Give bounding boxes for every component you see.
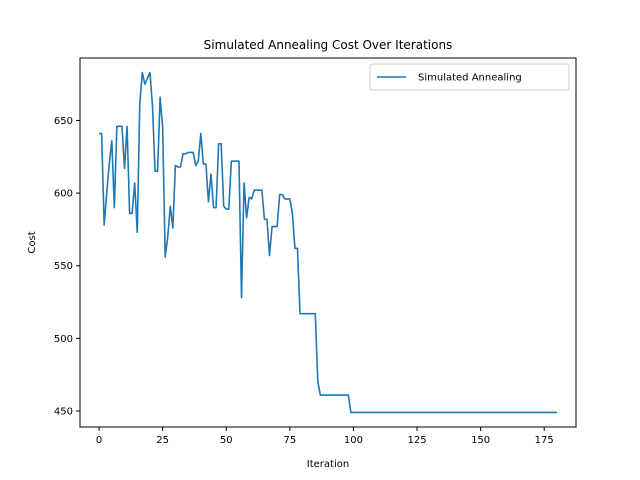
axis-ticks: 0 25 50 75 100 125 150 175 450 500 550 600 650 [54, 116, 554, 446]
legend: Simulated Annealing [369, 63, 570, 91]
legend-entry-label: Simulated Annealing [418, 73, 522, 84]
plot-area [99, 71, 557, 414]
y-tick-label: 450 [54, 407, 73, 418]
x-tick-label: 150 [471, 435, 490, 446]
y-tick-label: 550 [54, 261, 73, 272]
series-line-0 [99, 71, 557, 414]
x-tick-label: 0 [96, 435, 102, 446]
y-tick-label: 600 [54, 189, 73, 200]
legend-box [369, 63, 570, 91]
x-tick-label: 125 [407, 435, 426, 446]
x-tick-label: 175 [535, 435, 554, 446]
x-tick-label: 50 [220, 435, 233, 446]
x-tick-label: 100 [344, 435, 363, 446]
chart-title: Simulated Annealing Cost Over Iterations [204, 38, 453, 52]
axes-frame [79, 57, 577, 428]
y-axis-label: Cost [27, 231, 38, 253]
y-tick-label: 650 [54, 116, 73, 127]
y-tick-label: 500 [54, 334, 73, 345]
x-tick-label: 25 [156, 435, 169, 446]
x-axis-label: Iteration [307, 459, 349, 470]
x-tick-label: 75 [283, 435, 296, 446]
